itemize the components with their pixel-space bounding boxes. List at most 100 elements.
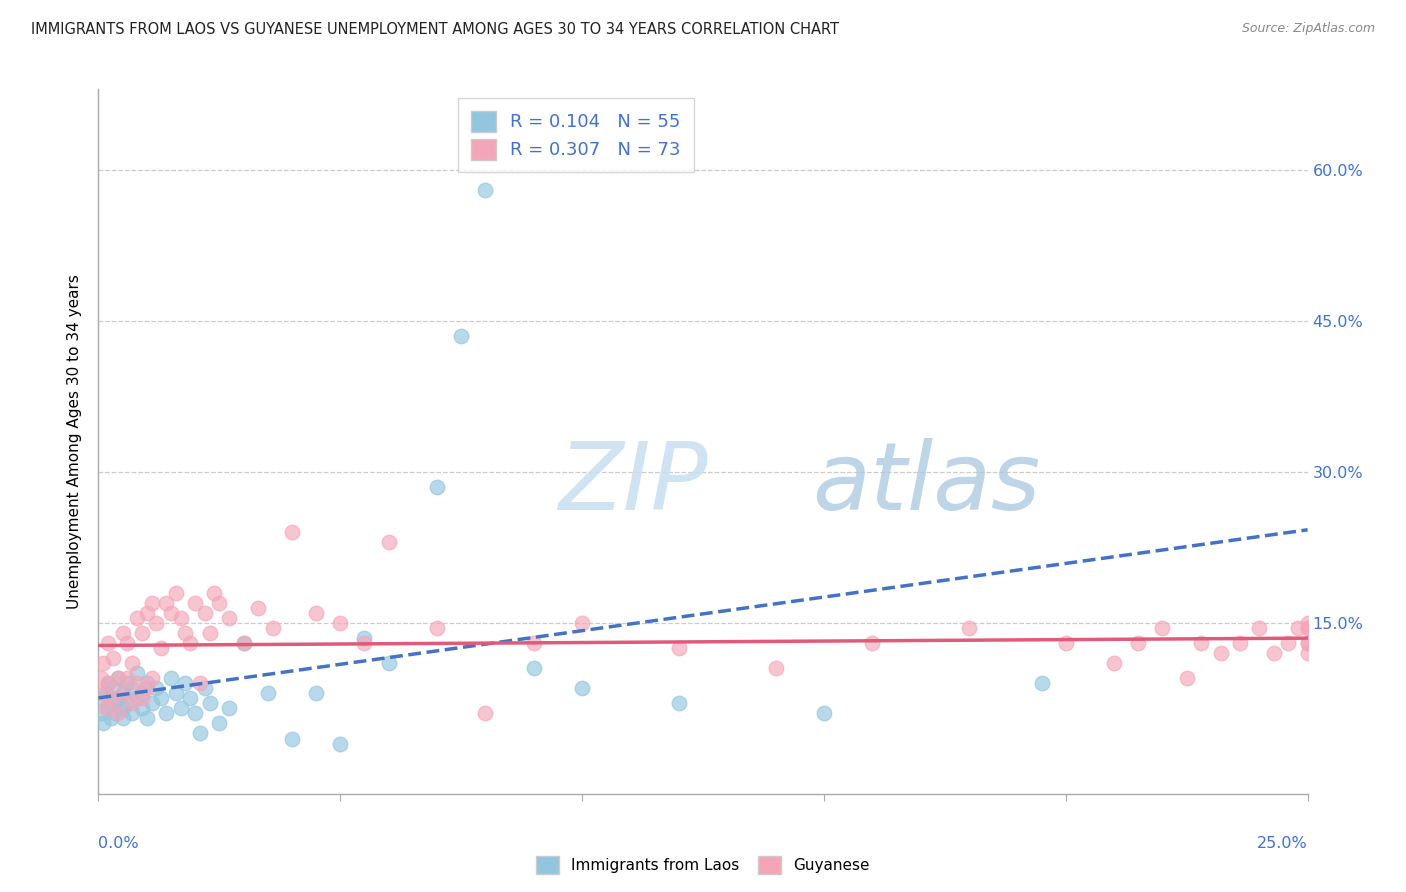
Point (218, 701, 240, 715)
Point (1229, 636, 1251, 650)
Point (204, 585, 226, 599)
Point (117, 676, 139, 690)
Point (256, 686, 278, 700)
Point (131, 686, 153, 700)
Point (150, 640, 173, 655)
Point (91, 691, 114, 706)
Text: ZIP: ZIP (558, 438, 707, 529)
Point (90, 671, 112, 685)
Point (155, 706, 177, 721)
Point (91, 716, 114, 731)
Point (165, 585, 187, 599)
Point (97, 676, 120, 690)
Point (208, 716, 231, 731)
Point (111, 686, 134, 700)
Point (353, 631, 375, 645)
Point (262, 621, 284, 635)
Point (100, 711, 122, 725)
Point (474, 183, 496, 197)
Point (232, 636, 254, 650)
Point (1296, 621, 1319, 635)
Point (104, 706, 127, 721)
Point (127, 611, 149, 625)
Point (94, 686, 117, 700)
Point (101, 696, 124, 710)
Point (91, 686, 114, 700)
Point (101, 681, 124, 696)
Point (97, 701, 120, 715)
Point (1128, 636, 1150, 650)
Point (117, 696, 139, 710)
Point (131, 691, 153, 706)
Point (668, 696, 690, 710)
Point (145, 681, 167, 696)
Text: IMMIGRANTS FROM LAOS VS GUYANESE UNEMPLOYMENT AMONG AGES 30 TO 34 YEARS CORRELAT: IMMIGRANTS FROM LAOS VS GUYANESE UNEMPLO… (31, 22, 839, 37)
Point (111, 625, 134, 640)
Point (179, 691, 201, 706)
Point (174, 676, 197, 690)
Point (198, 696, 221, 710)
Point (353, 636, 375, 650)
Point (426, 621, 449, 635)
Point (184, 706, 207, 721)
Point (765, 661, 787, 675)
Point (450, 329, 472, 343)
Point (135, 676, 157, 690)
Point (377, 535, 399, 549)
Text: 0.0%: 0.0% (98, 836, 139, 851)
Point (247, 600, 270, 615)
Point (160, 606, 183, 620)
Point (1296, 621, 1319, 635)
Point (188, 676, 211, 690)
Legend: R = 0.104   N = 55, R = 0.307   N = 73: R = 0.104 N = 55, R = 0.307 N = 73 (458, 98, 693, 172)
Point (232, 636, 254, 650)
Point (107, 671, 129, 685)
Text: Source: ZipAtlas.com: Source: ZipAtlas.com (1241, 22, 1375, 36)
Point (208, 596, 231, 610)
Point (1054, 636, 1077, 650)
Point (1296, 615, 1319, 630)
Point (165, 686, 187, 700)
Point (1175, 671, 1198, 685)
Point (94, 701, 117, 715)
Point (571, 615, 593, 630)
Point (198, 625, 221, 640)
Point (91, 656, 114, 670)
Point (1296, 636, 1319, 650)
Point (218, 611, 240, 625)
Point (117, 636, 139, 650)
Point (957, 621, 980, 635)
Point (1102, 656, 1125, 670)
Point (174, 625, 197, 640)
Point (107, 691, 129, 706)
Point (107, 706, 129, 721)
Point (121, 696, 143, 710)
Point (135, 711, 157, 725)
Point (131, 701, 153, 715)
Point (1249, 621, 1271, 635)
Y-axis label: Unemployment Among Ages 30 to 34 years: Unemployment Among Ages 30 to 34 years (67, 274, 83, 609)
Point (474, 706, 496, 721)
Point (169, 611, 191, 625)
Point (121, 706, 143, 721)
Point (281, 731, 304, 746)
Point (571, 681, 593, 696)
Point (131, 625, 153, 640)
Point (1152, 621, 1174, 635)
Point (426, 480, 449, 494)
Point (668, 640, 690, 655)
Point (141, 596, 163, 610)
Point (127, 676, 149, 690)
Point (1031, 676, 1053, 690)
Point (135, 681, 157, 696)
Point (1263, 646, 1285, 660)
Point (194, 681, 217, 696)
Point (160, 671, 183, 685)
Point (127, 691, 149, 706)
Point (135, 606, 157, 620)
Point (1277, 636, 1299, 650)
Point (1286, 621, 1309, 635)
Point (305, 686, 328, 700)
Point (141, 671, 163, 685)
Point (1296, 636, 1319, 650)
